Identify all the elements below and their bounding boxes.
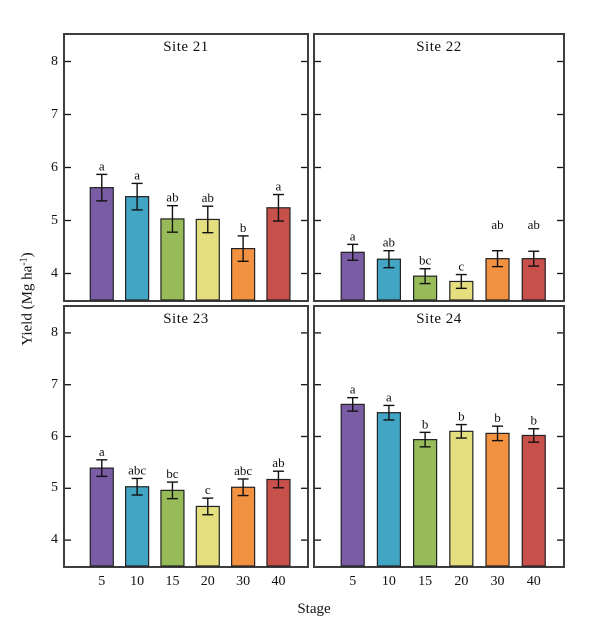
y-axis-label-text: Yield (Mg ha — [19, 265, 36, 346]
y-tick-label: 8 — [51, 324, 58, 340]
panel-title-site-22: Site 22 — [416, 39, 462, 55]
panel-site-22: Site 22 — [313, 33, 565, 302]
x-tick-label: 10 — [130, 574, 145, 589]
panel-title-site-23: Site 23 — [163, 311, 209, 327]
x-tick-label: 20 — [454, 574, 469, 589]
panel-site-23: Site 23 — [63, 305, 309, 568]
y-axis-label: Yield (Mg ha-1) — [18, 252, 37, 346]
x-tick-label: 10 — [381, 574, 396, 589]
panel-site-21: Site 21 — [63, 33, 309, 302]
x-axis-label: Stage — [297, 601, 331, 617]
x-tick-label: 30 — [236, 574, 251, 589]
y-tick-label: 6 — [51, 159, 58, 175]
x-tick-label: 40 — [526, 574, 541, 589]
x-tick-label: 40 — [271, 574, 286, 589]
x-tick-label: 15 — [165, 574, 180, 589]
y-tick-label: 7 — [51, 106, 58, 122]
panel-site-24: Site 24 — [313, 305, 565, 568]
x-tick-label: 5 — [349, 574, 357, 589]
y-axis-label-suffix: ) — [19, 252, 36, 258]
x-tick-label: 15 — [418, 574, 433, 589]
x-tick-label: 5 — [98, 574, 106, 589]
y-tick-label: 8 — [51, 53, 58, 69]
panel-title-site-24: Site 24 — [416, 311, 462, 327]
y-tick-label: 5 — [51, 212, 58, 228]
x-tick-label: 20 — [200, 574, 215, 589]
panel-title-site-21: Site 21 — [163, 39, 209, 55]
x-tick-label: 30 — [490, 574, 505, 589]
y-tick-label: 4 — [51, 265, 58, 281]
y-tick-label: 5 — [51, 480, 58, 496]
y-tick-label: 4 — [51, 532, 58, 548]
y-tick-label: 7 — [51, 376, 58, 392]
y-axis-label-superscript: -1 — [18, 257, 30, 266]
y-tick-label: 6 — [51, 428, 58, 444]
